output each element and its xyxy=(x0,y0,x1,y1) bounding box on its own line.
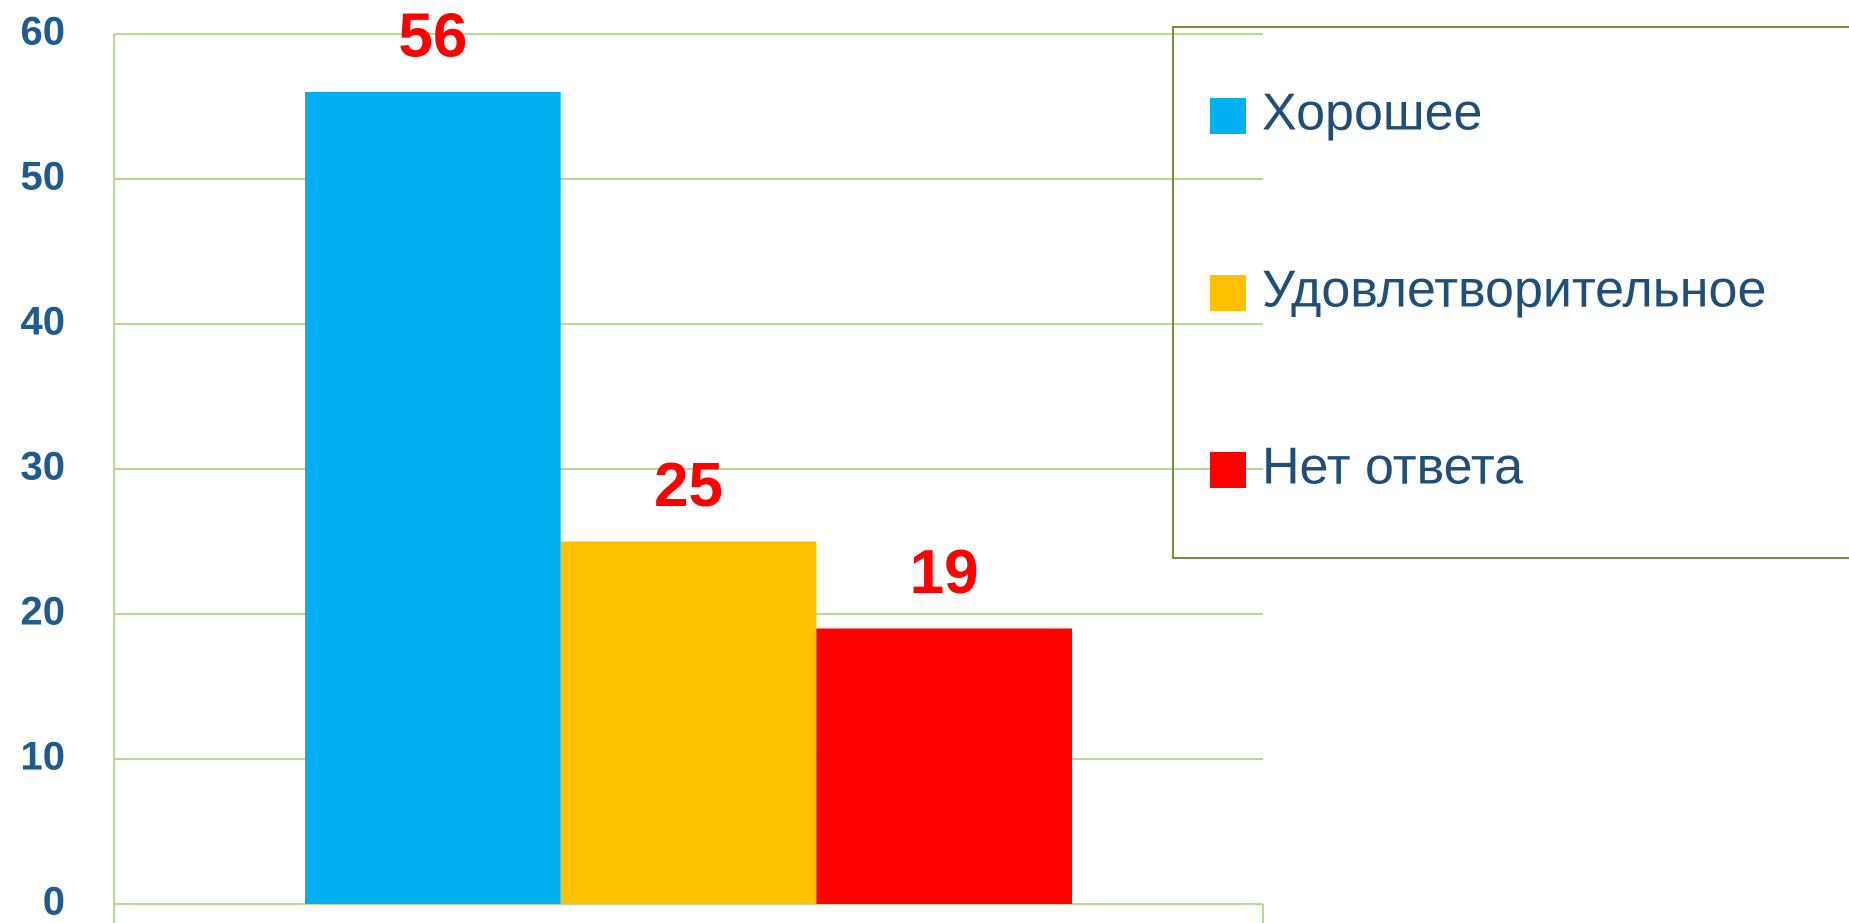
bar xyxy=(305,92,561,904)
value-label: 25 xyxy=(654,451,723,520)
y-tick-label: 30 xyxy=(21,445,66,489)
legend-swatch xyxy=(1210,275,1246,311)
legend-swatch xyxy=(1210,98,1246,134)
bar xyxy=(560,541,817,904)
legend-label: Удовлетворительное xyxy=(1262,261,1766,319)
legend-swatch xyxy=(1210,452,1246,488)
y-tick-label: 0 xyxy=(43,880,65,923)
y-tick-label: 50 xyxy=(21,155,66,199)
y-tick-label: 60 xyxy=(21,10,66,54)
y-tick-label: 10 xyxy=(21,735,66,779)
legend-label: Нет ответа xyxy=(1262,438,1523,496)
legend-label: Хорошее xyxy=(1262,84,1482,142)
legend-box xyxy=(1172,26,1849,559)
value-label: 19 xyxy=(910,538,979,607)
bar xyxy=(816,628,1072,904)
y-tick-label: 20 xyxy=(21,590,66,634)
value-label: 56 xyxy=(398,1,467,70)
y-tick-label: 40 xyxy=(21,300,66,344)
